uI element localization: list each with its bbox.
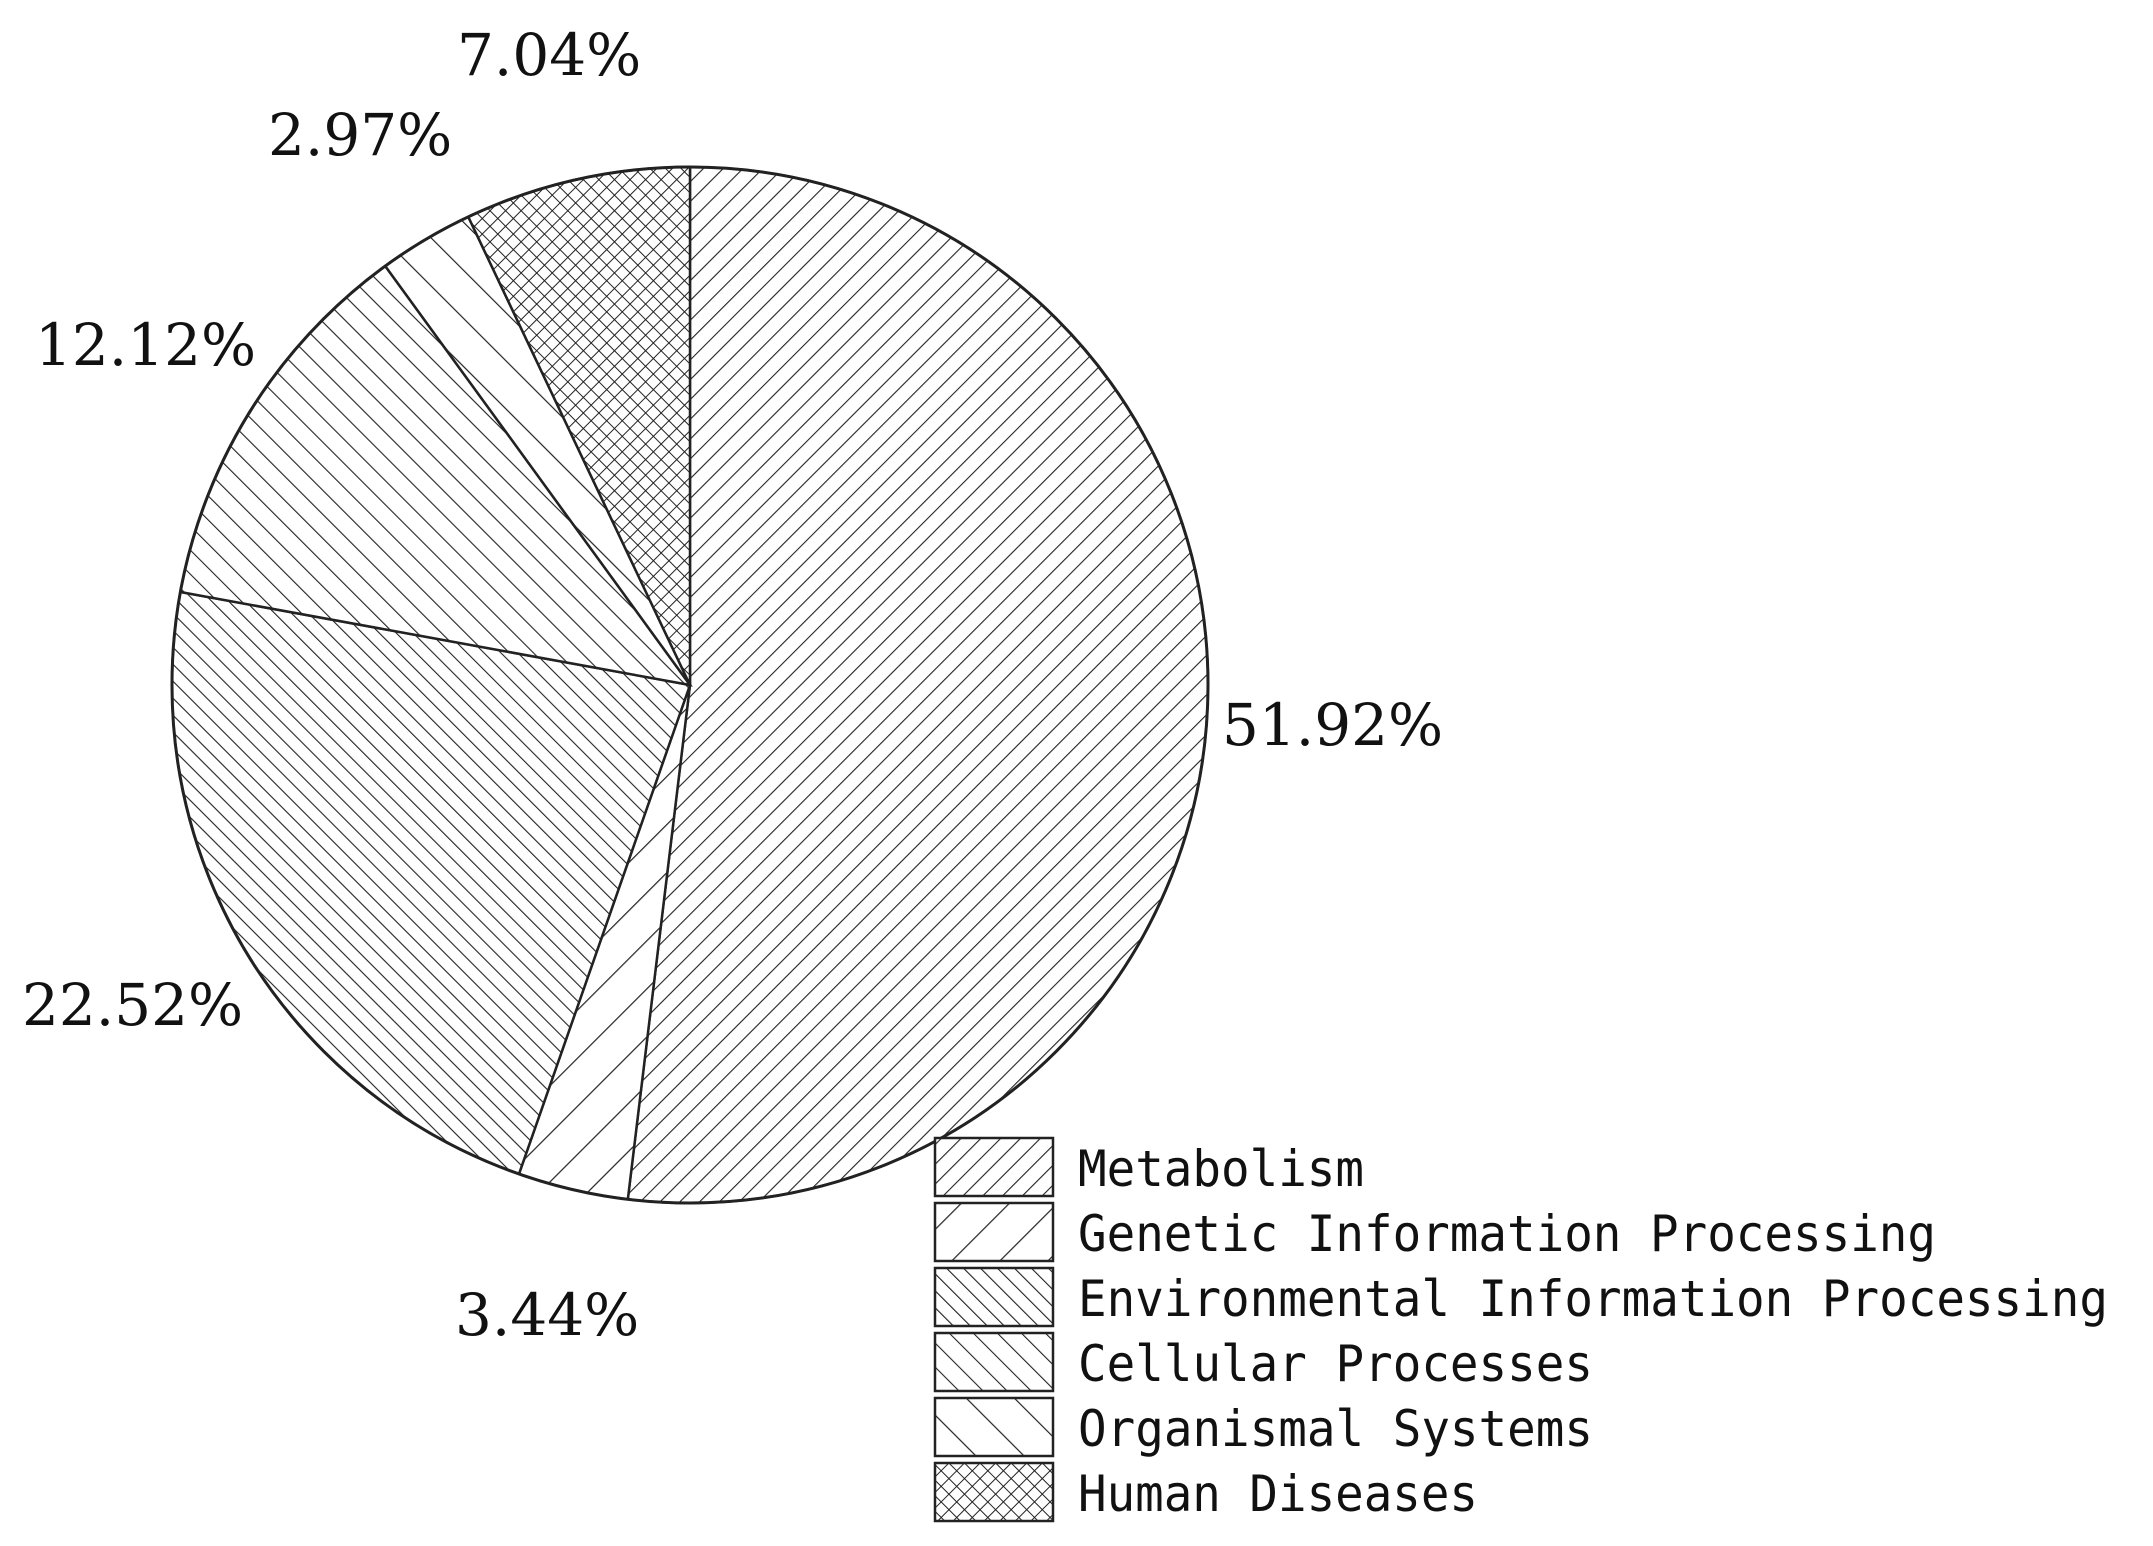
data-label-genetic-information-processing: 3.44% — [455, 1281, 639, 1349]
legend-swatch-cellular-processes — [933, 1331, 1055, 1393]
legend-swatch-environmental-information-processing — [933, 1266, 1055, 1328]
legend-label-organismal-systems: Organismal Systems — [1078, 1400, 1593, 1458]
pie-slices — [170, 165, 1210, 1205]
data-label-human-diseases: 7.04% — [457, 21, 641, 89]
data-label-organismal-systems: 2.97% — [268, 101, 452, 169]
legend-swatch-organismal-systems — [933, 1396, 1055, 1458]
pie-slice-metabolism — [626, 165, 1210, 1205]
legend-label-human-diseases: Human Diseases — [1078, 1465, 1478, 1523]
legend-label-environmental-information-processing: Environmental Information Processing — [1078, 1270, 2108, 1328]
pie-data-labels: 51.92% 3.44% 22.52% 12.12% 2.97%7.04% — [22, 21, 1443, 1349]
legend-label-cellular-processes: Cellular Processes — [1078, 1335, 1593, 1393]
legend-swatch-metabolism — [933, 1136, 1055, 1198]
legend: Metabolism Genetic Information Processing… — [933, 1136, 2108, 1523]
legend-swatch-human-diseases — [933, 1461, 1055, 1523]
legend-label-genetic-information-processing: Genetic Information Processing — [1078, 1205, 1936, 1263]
pie-outline — [170, 165, 1210, 1205]
data-label-cellular-processes: 12.12% — [35, 311, 256, 379]
legend-label-metabolism: Metabolism — [1078, 1140, 1364, 1198]
data-label-metabolism: 51.92% — [1222, 691, 1443, 759]
data-label-environmental-information-processing: 22.52% — [22, 971, 243, 1039]
legend-swatch-genetic-information-processing — [933, 1201, 1055, 1263]
